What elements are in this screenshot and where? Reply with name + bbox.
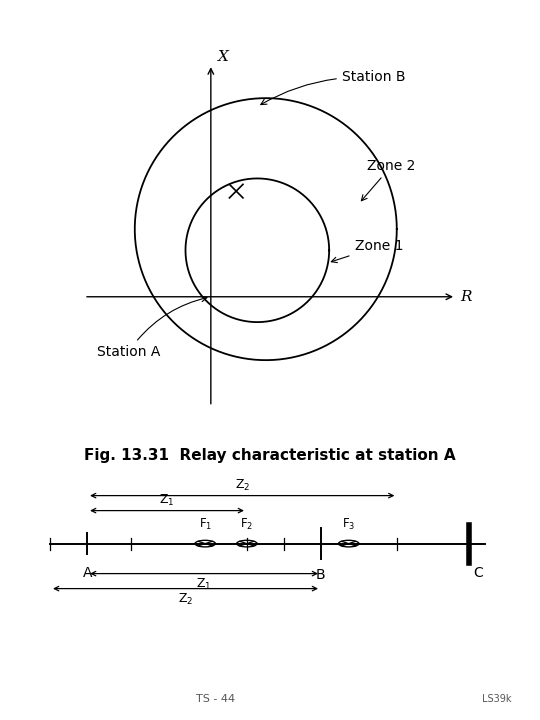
Text: Station B: Station B (261, 71, 406, 104)
Text: F$_3$: F$_3$ (342, 517, 355, 532)
Text: F$_2$: F$_2$ (240, 517, 253, 532)
Text: TS - 44: TS - 44 (197, 694, 235, 704)
Text: Zone 2: Zone 2 (361, 159, 416, 201)
Text: C: C (474, 566, 483, 580)
Text: Station A: Station A (97, 296, 207, 359)
Text: F$_1$: F$_1$ (199, 517, 212, 532)
Text: Zone 1: Zone 1 (332, 239, 403, 263)
Text: Z$_1$: Z$_1$ (159, 492, 175, 508)
Text: X: X (218, 50, 228, 64)
Text: Fig. 13.31  Relay characteristic at station A: Fig. 13.31 Relay characteristic at stati… (84, 448, 456, 462)
Text: Z$_2$: Z$_2$ (234, 477, 250, 492)
Text: Z$_1$: Z$_1$ (197, 577, 212, 592)
Text: R: R (460, 289, 471, 304)
Text: B: B (316, 568, 326, 582)
Text: A: A (83, 566, 92, 580)
Text: LS39k: LS39k (482, 694, 511, 704)
Text: Z$_2$: Z$_2$ (178, 592, 193, 607)
